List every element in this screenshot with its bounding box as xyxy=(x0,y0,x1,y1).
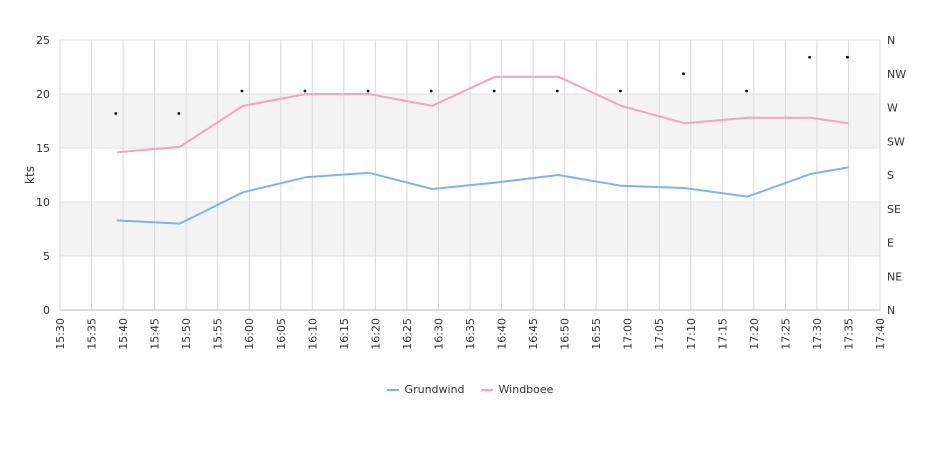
y-tick-label: 10 xyxy=(36,196,50,209)
y-tick-label: 15 xyxy=(36,142,50,155)
y-tick-label: 20 xyxy=(36,88,50,101)
x-tick-label: 17:05 xyxy=(653,318,666,350)
x-tick-label: 17:40 xyxy=(874,318,887,350)
x-tick-label: 17:35 xyxy=(842,318,855,350)
direction-point[interactable] xyxy=(846,55,849,59)
direction-tick-label: NE xyxy=(887,270,902,283)
x-tick-label: 17:30 xyxy=(811,318,824,350)
direction-tick-label: W xyxy=(887,102,898,115)
x-tick-label: 17:25 xyxy=(779,318,792,350)
x-tick-label: 15:40 xyxy=(117,318,130,350)
x-tick-label: 16:50 xyxy=(559,318,572,350)
legend-label: Grundwind xyxy=(404,383,465,396)
y-tick-label: 0 xyxy=(43,304,50,317)
x-tick-label: 16:20 xyxy=(369,318,382,350)
direction-point[interactable] xyxy=(240,89,244,93)
x-tick-label: 16:10 xyxy=(306,318,319,350)
direction-point[interactable] xyxy=(618,89,622,93)
x-tick-label: 16:55 xyxy=(590,318,603,350)
direction-point[interactable] xyxy=(366,89,370,93)
series-line-grundwind[interactable] xyxy=(116,166,849,225)
x-tick-label: 16:15 xyxy=(338,318,351,350)
x-tick-label: 15:50 xyxy=(180,318,193,350)
y-tick-label: 25 xyxy=(36,34,50,47)
y-tick-label: 5 xyxy=(43,250,50,263)
x-tick-label: 16:45 xyxy=(527,318,540,350)
x-tick-label: 15:45 xyxy=(149,318,162,350)
x-tick-label: 16:35 xyxy=(464,318,477,350)
x-tick-label: 15:55 xyxy=(212,318,225,350)
direction-tick-label: N xyxy=(887,304,895,317)
x-tick-label: 16:40 xyxy=(496,318,509,350)
legend-item-windboee[interactable]: Windboee xyxy=(480,383,554,396)
x-tick-label: 16:25 xyxy=(401,318,414,350)
direction-tick-label: NW xyxy=(887,68,906,81)
direction-point[interactable] xyxy=(303,89,307,93)
direction-tick-label: S xyxy=(887,169,894,182)
direction-point[interactable] xyxy=(177,112,181,115)
direction-tick-label: SE xyxy=(887,203,901,216)
x-tick-label: 17:20 xyxy=(748,318,761,350)
series-line-windboee[interactable] xyxy=(116,75,849,154)
legend: Grundwind Windboee xyxy=(0,383,940,396)
x-tick-label: 17:10 xyxy=(685,318,698,350)
x-tick-label: 15:35 xyxy=(86,318,99,350)
legend-swatch xyxy=(480,388,493,391)
x-tick-label: 16:00 xyxy=(243,318,256,350)
direction-point[interactable] xyxy=(808,55,812,59)
direction-point[interactable] xyxy=(745,89,748,93)
x-tick-label: 15:30 xyxy=(54,318,67,350)
x-tick-label: 17:00 xyxy=(622,318,635,350)
y-axis-title: kts xyxy=(23,166,37,184)
x-tick-label: 16:05 xyxy=(275,318,288,350)
legend-label: Windboee xyxy=(498,383,554,396)
x-tick-label: 16:30 xyxy=(432,318,445,350)
legend-swatch xyxy=(386,388,399,391)
x-tick-label: 17:15 xyxy=(716,318,729,350)
direction-tick-label: SW xyxy=(887,135,905,148)
legend-item-grundwind[interactable]: Grundwind xyxy=(386,383,465,396)
direction-point[interactable] xyxy=(682,72,685,76)
direction-point[interactable] xyxy=(429,89,433,93)
direction-point[interactable] xyxy=(114,112,118,115)
direction-tick-label: N xyxy=(887,34,895,47)
direction-point[interactable] xyxy=(492,89,496,93)
direction-tick-label: E xyxy=(887,237,894,250)
direction-point[interactable] xyxy=(555,89,559,93)
